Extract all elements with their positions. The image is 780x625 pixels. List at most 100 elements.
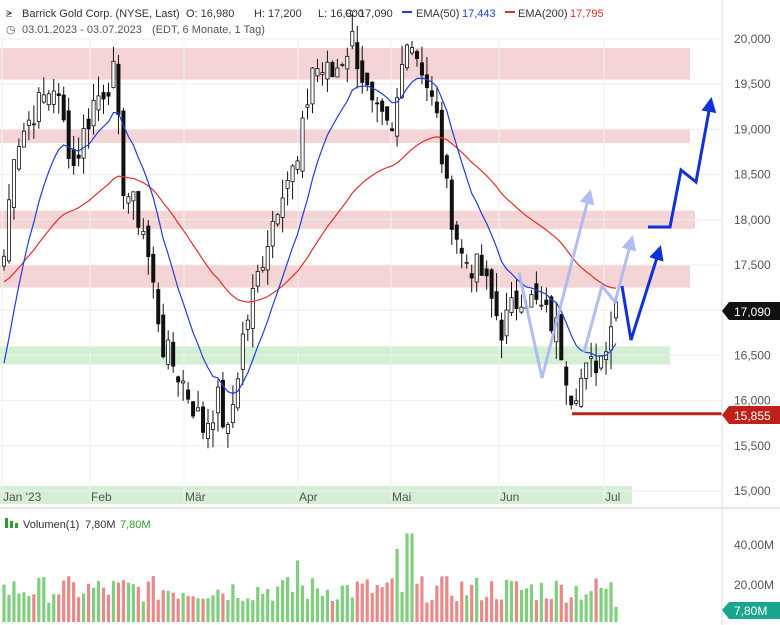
volume-bar — [12, 581, 16, 622]
volume-bar — [594, 578, 598, 622]
volume-bar — [22, 592, 26, 622]
y-tick-label: 17,500 — [734, 258, 771, 272]
candle-body — [215, 386, 220, 414]
candle-body — [400, 63, 405, 98]
volume-bar — [151, 576, 155, 622]
candle-body — [409, 47, 414, 54]
volume-bar — [231, 584, 235, 622]
volume-bar — [534, 600, 538, 622]
x-tick-label: Mai — [392, 490, 411, 504]
candle-body — [166, 339, 171, 365]
volume-bar — [211, 595, 215, 622]
candle-body — [21, 130, 26, 148]
candle-body — [584, 362, 589, 379]
volume-bar — [539, 583, 543, 622]
volume-bar — [106, 594, 111, 622]
volume-value-2: 7,80M — [120, 519, 151, 531]
volume-bar — [201, 598, 205, 622]
candle-body — [91, 99, 96, 127]
volume-bar — [126, 582, 130, 622]
candle-body — [245, 319, 250, 330]
volume-bar — [136, 586, 140, 622]
candle-body — [265, 246, 270, 271]
volume-bar — [286, 577, 290, 622]
ema50-legend-swatch — [402, 11, 412, 13]
volume-bar — [475, 577, 479, 622]
candle-body — [41, 94, 46, 103]
candle-body — [201, 406, 206, 433]
high-value: H: 17,200 — [254, 8, 302, 20]
candle-body — [66, 110, 71, 160]
candle-body — [16, 146, 21, 170]
volume-bar — [325, 589, 330, 622]
volume-bar — [72, 582, 76, 622]
volume-bar — [559, 584, 563, 622]
volume-bar — [410, 533, 414, 622]
chart-title: Barrick Gold Corp. (NYSE, Last) — [22, 8, 180, 20]
candle-body — [474, 253, 479, 283]
volume-tick-40m: 40,00M — [734, 538, 774, 552]
candle-body — [131, 191, 136, 202]
chart-icon: ⪭ — [6, 8, 12, 20]
candle-body — [375, 102, 380, 105]
volume-bar — [57, 594, 61, 622]
candle-body — [544, 299, 549, 305]
volume-bar — [430, 600, 434, 622]
candle-body — [350, 30, 355, 47]
x-axis: Jan '23 Feb Mär Apr Mai Jun Jul — [3, 490, 620, 504]
candle-body — [151, 253, 156, 283]
candle-body — [240, 333, 245, 370]
candle-body — [439, 109, 444, 165]
candle-body — [529, 294, 534, 308]
volume-bar — [380, 587, 384, 622]
candle-body — [519, 306, 524, 313]
scenario-arrow-light — [517, 189, 595, 379]
volume-bar — [549, 599, 553, 622]
volume-bar — [310, 578, 315, 622]
volume-bar — [450, 595, 454, 622]
candle-body — [589, 356, 594, 359]
x-tick-label: Jul — [605, 490, 620, 504]
clock-icon: ◷ — [6, 24, 16, 36]
volume-bar — [455, 601, 459, 622]
candle-body — [484, 268, 489, 277]
volume-bar — [330, 600, 334, 622]
candle-body — [51, 90, 56, 105]
volume-bar — [360, 583, 364, 622]
candle-body — [489, 269, 494, 299]
candle-body — [181, 380, 186, 384]
volume-bar — [609, 582, 613, 622]
volume-bar — [52, 594, 56, 622]
chart-header: ⪭ Barrick Gold Corp. (NYSE, Last) O: 16,… — [6, 8, 604, 36]
candle-body — [86, 118, 91, 130]
candle-body — [220, 379, 225, 428]
candle-body — [464, 261, 469, 264]
volume-bar — [390, 578, 394, 622]
volume-bar — [236, 597, 240, 622]
y-tick-label: 19,500 — [734, 77, 771, 91]
volume-bar — [584, 594, 588, 622]
candle-body — [325, 61, 330, 80]
candle-body — [449, 179, 454, 230]
candle-body — [270, 220, 275, 247]
candle-body — [310, 67, 315, 105]
volume-bar — [485, 597, 489, 622]
volume-bar — [221, 593, 225, 622]
open-value: O: 16,980 — [186, 8, 234, 20]
y-tick-label: 15,000 — [734, 484, 771, 498]
last-price-badge: 17,090 — [722, 302, 780, 320]
volume-bar — [524, 588, 529, 622]
volume-bar — [17, 593, 21, 622]
volume-bar — [47, 602, 51, 622]
candle-body — [539, 304, 544, 307]
volume-bar — [91, 587, 96, 622]
y-tick-label: 16,000 — [734, 394, 771, 408]
candle-body — [141, 230, 146, 235]
volume-bar — [171, 592, 175, 622]
candle-body — [121, 110, 126, 197]
x-tick-label: Jan '23 — [3, 490, 42, 504]
volume-bar — [77, 597, 81, 622]
volume-bar — [465, 595, 469, 622]
volume-bar — [420, 576, 424, 622]
volume-bar — [156, 599, 160, 622]
